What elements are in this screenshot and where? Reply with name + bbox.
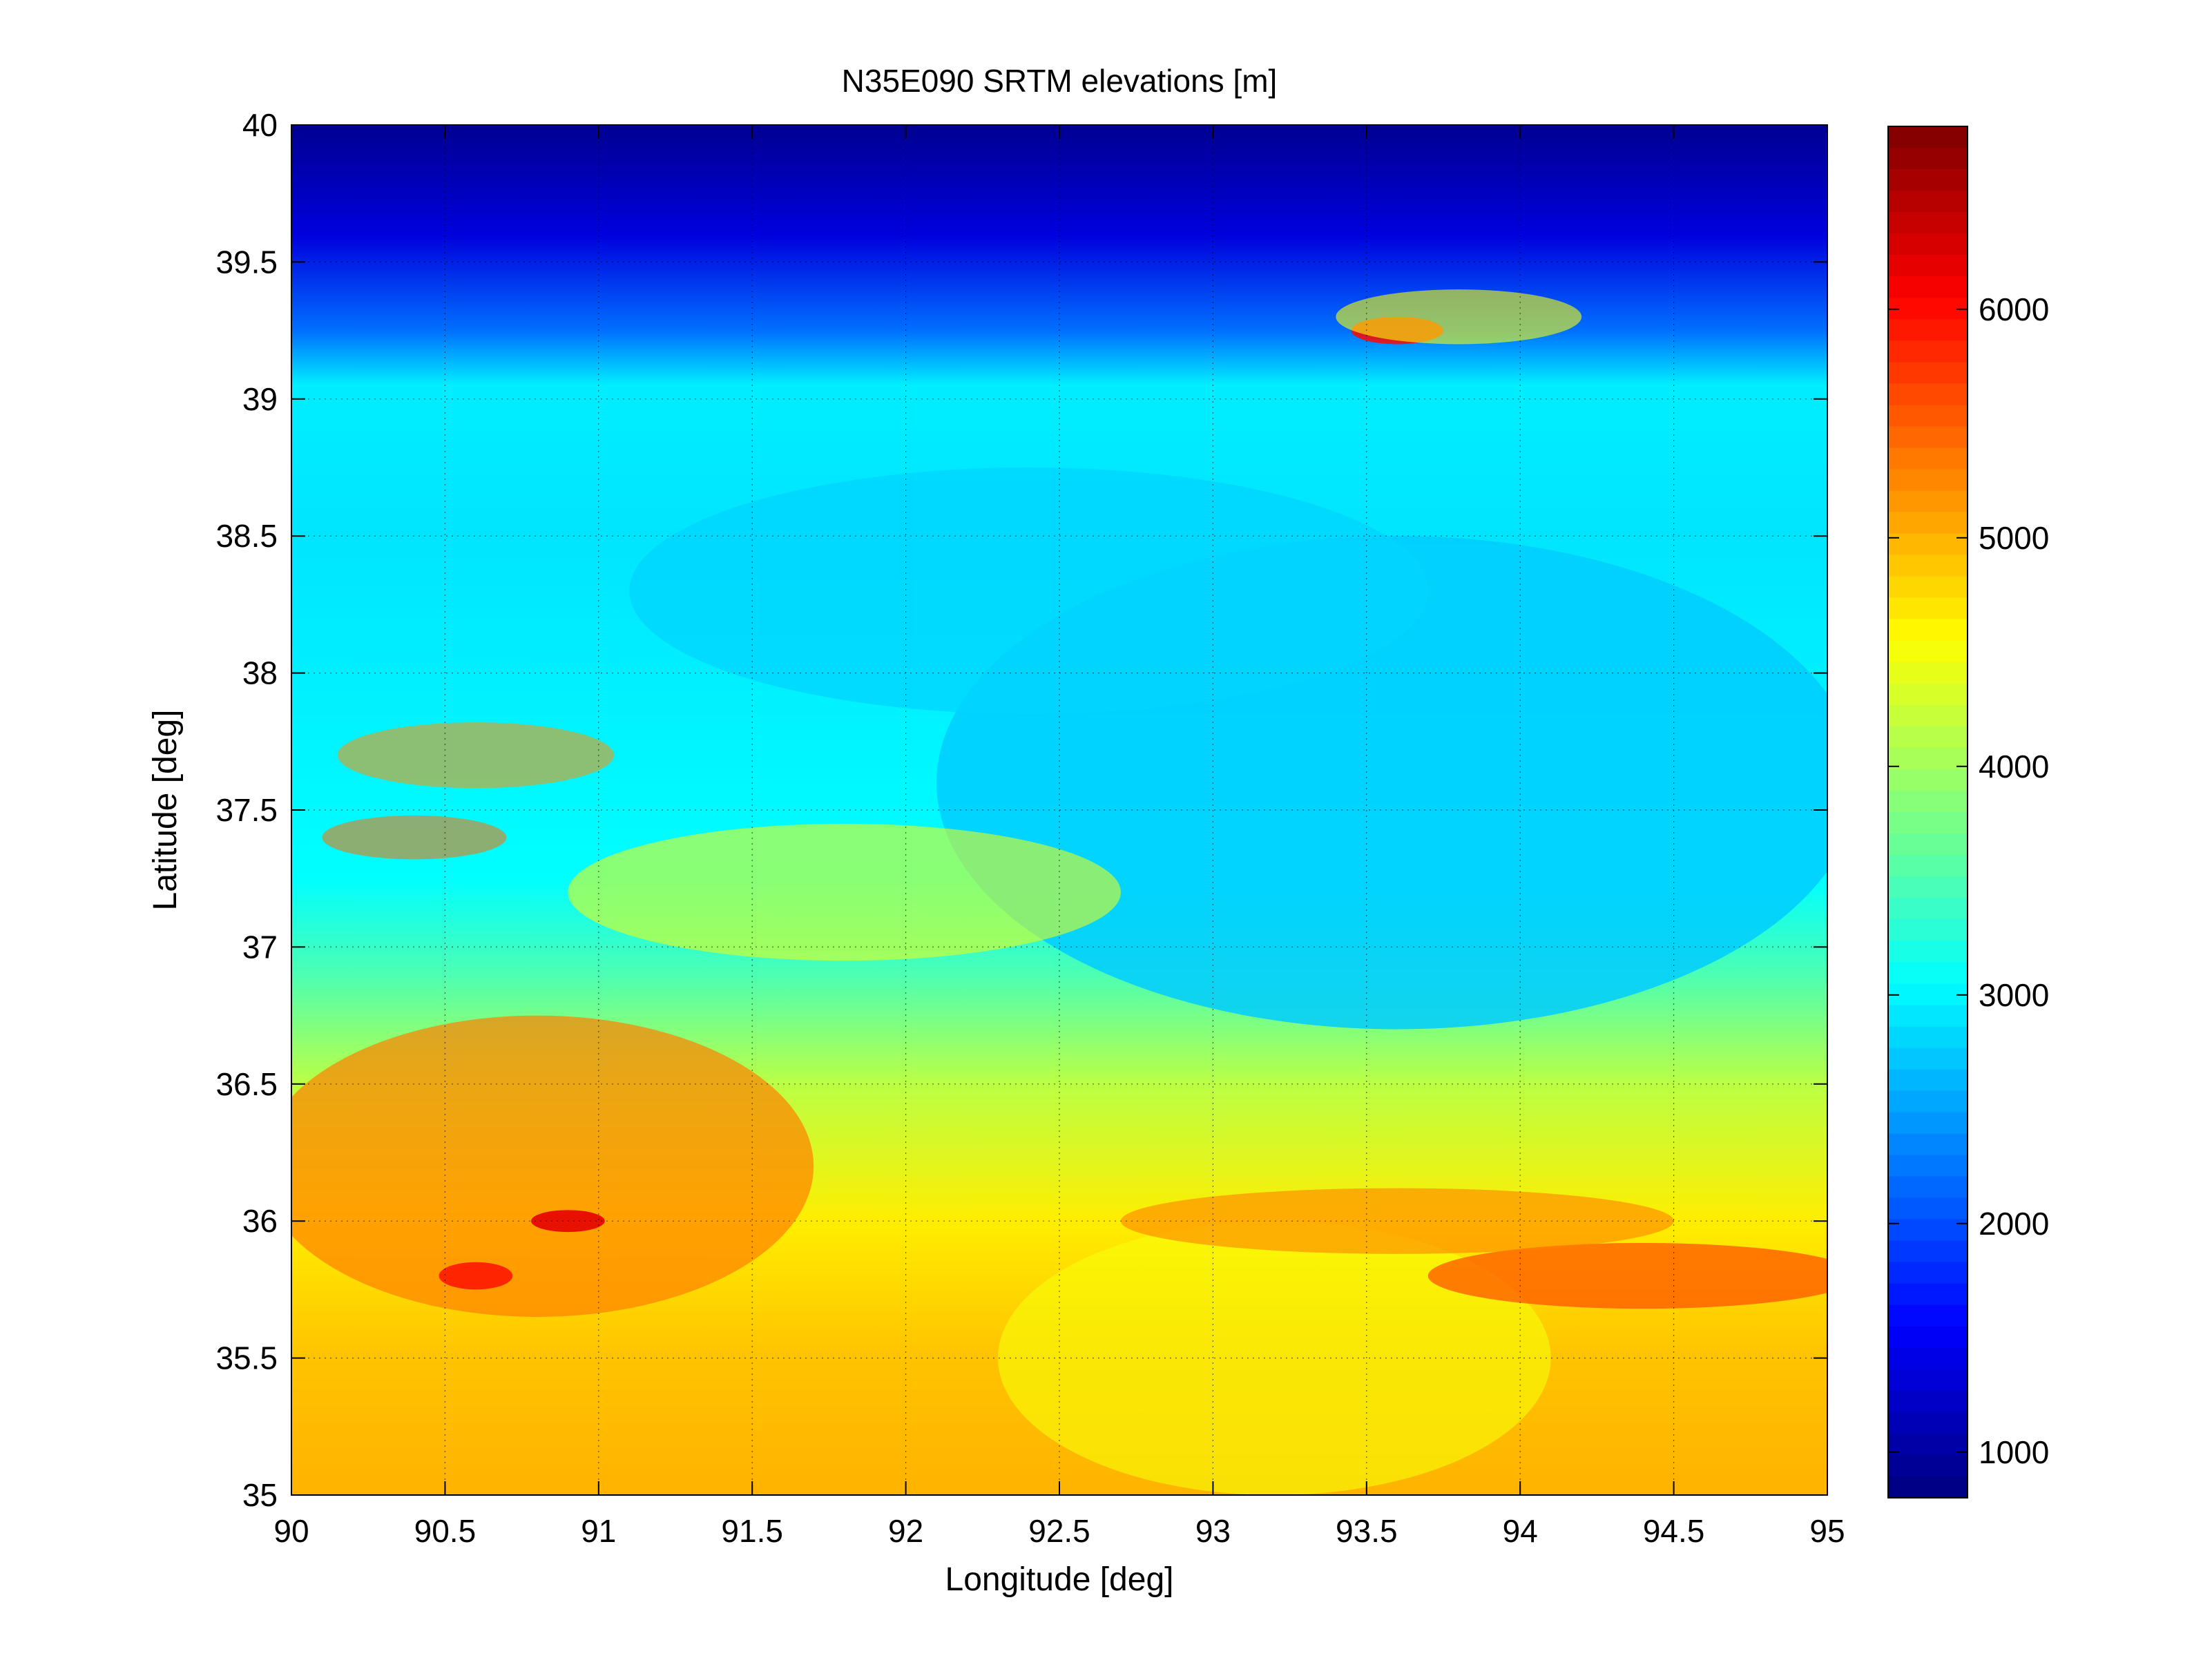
x-tick-label: 91.5	[721, 1513, 783, 1549]
elevation-feature-2	[291, 1015, 814, 1318]
chart-title: N35E090 SRTM elevations [m]	[842, 63, 1278, 99]
elevation-feature-11	[337, 722, 615, 789]
colorbar-ticks: 1000 2000 3000 4000 5000 6000	[1888, 291, 2049, 1470]
x-tick-label: 92	[888, 1513, 923, 1549]
x-tick-label: 91	[581, 1513, 616, 1549]
x-tick-label: 93.5	[1336, 1513, 1398, 1549]
y-axis-ticks: 35 35.5 36 36.5 37 37.5 38 38.5 39 39.5 40	[215, 107, 1827, 1513]
colorbar-gradient	[1888, 126, 1968, 1498]
y-tick-label: 35.5	[215, 1340, 278, 1376]
x-tick-label: 90	[273, 1513, 309, 1549]
colorbar-tick-label: 4000	[1979, 749, 2049, 784]
elevation-feature-3	[568, 823, 1121, 961]
x-tick-label: 94.5	[1643, 1513, 1705, 1549]
y-tick-label: 35	[242, 1477, 278, 1513]
colorbar-tick-label: 2000	[1979, 1206, 2049, 1242]
colorbar-tick-label: 6000	[1979, 291, 2049, 327]
elevation-feature-5	[1427, 1242, 1827, 1309]
elevation-feature-10	[1336, 289, 1582, 345]
colorbar-tick-label: 3000	[1979, 977, 2049, 1013]
colorbar-tick-label: 1000	[1979, 1434, 2049, 1470]
y-tick-label: 37.5	[215, 792, 278, 828]
elevation-features	[291, 289, 1827, 1495]
x-tick-label: 95	[1809, 1513, 1845, 1549]
elevation-feature-1	[629, 467, 1428, 715]
y-tick-label: 38	[242, 655, 278, 691]
x-tick-label: 92.5	[1028, 1513, 1090, 1549]
elevation-feature-4	[998, 1221, 1551, 1495]
colorbar-frame	[1887, 126, 1968, 1498]
elevation-feature-8	[439, 1262, 513, 1290]
colorbar: 1000 2000 3000 4000 5000 6000	[1887, 126, 2049, 1498]
y-tick-label: 39	[242, 381, 278, 417]
colorbar-tick-label: 5000	[1979, 520, 2049, 556]
y-tick-label: 39.5	[215, 244, 278, 280]
plot-area: 90 90.5 91 91.5 92 92.5 93 93.5 94 94.5 95 3535.53…	[215, 107, 1845, 1549]
y-tick-label: 40	[242, 107, 278, 143]
y-tick-label: 36.5	[215, 1066, 278, 1102]
y-tick-label: 37	[242, 929, 278, 965]
x-axis-ticks: 90 90.5 91 91.5 92 92.5 93 93.5 94 94.5 95	[273, 125, 1845, 1549]
y-tick-label: 36	[242, 1203, 278, 1239]
x-tick-label: 90.5	[414, 1513, 477, 1549]
x-axis-label: Longitude [deg]	[945, 1561, 1174, 1598]
x-tick-label: 94	[1503, 1513, 1538, 1549]
y-tick-label: 38.5	[215, 518, 278, 554]
grid	[291, 125, 1827, 1495]
y-axis-label: Latitude [deg]	[147, 710, 184, 911]
elevation-feature-12	[322, 815, 507, 860]
x-tick-label: 93	[1195, 1513, 1231, 1549]
